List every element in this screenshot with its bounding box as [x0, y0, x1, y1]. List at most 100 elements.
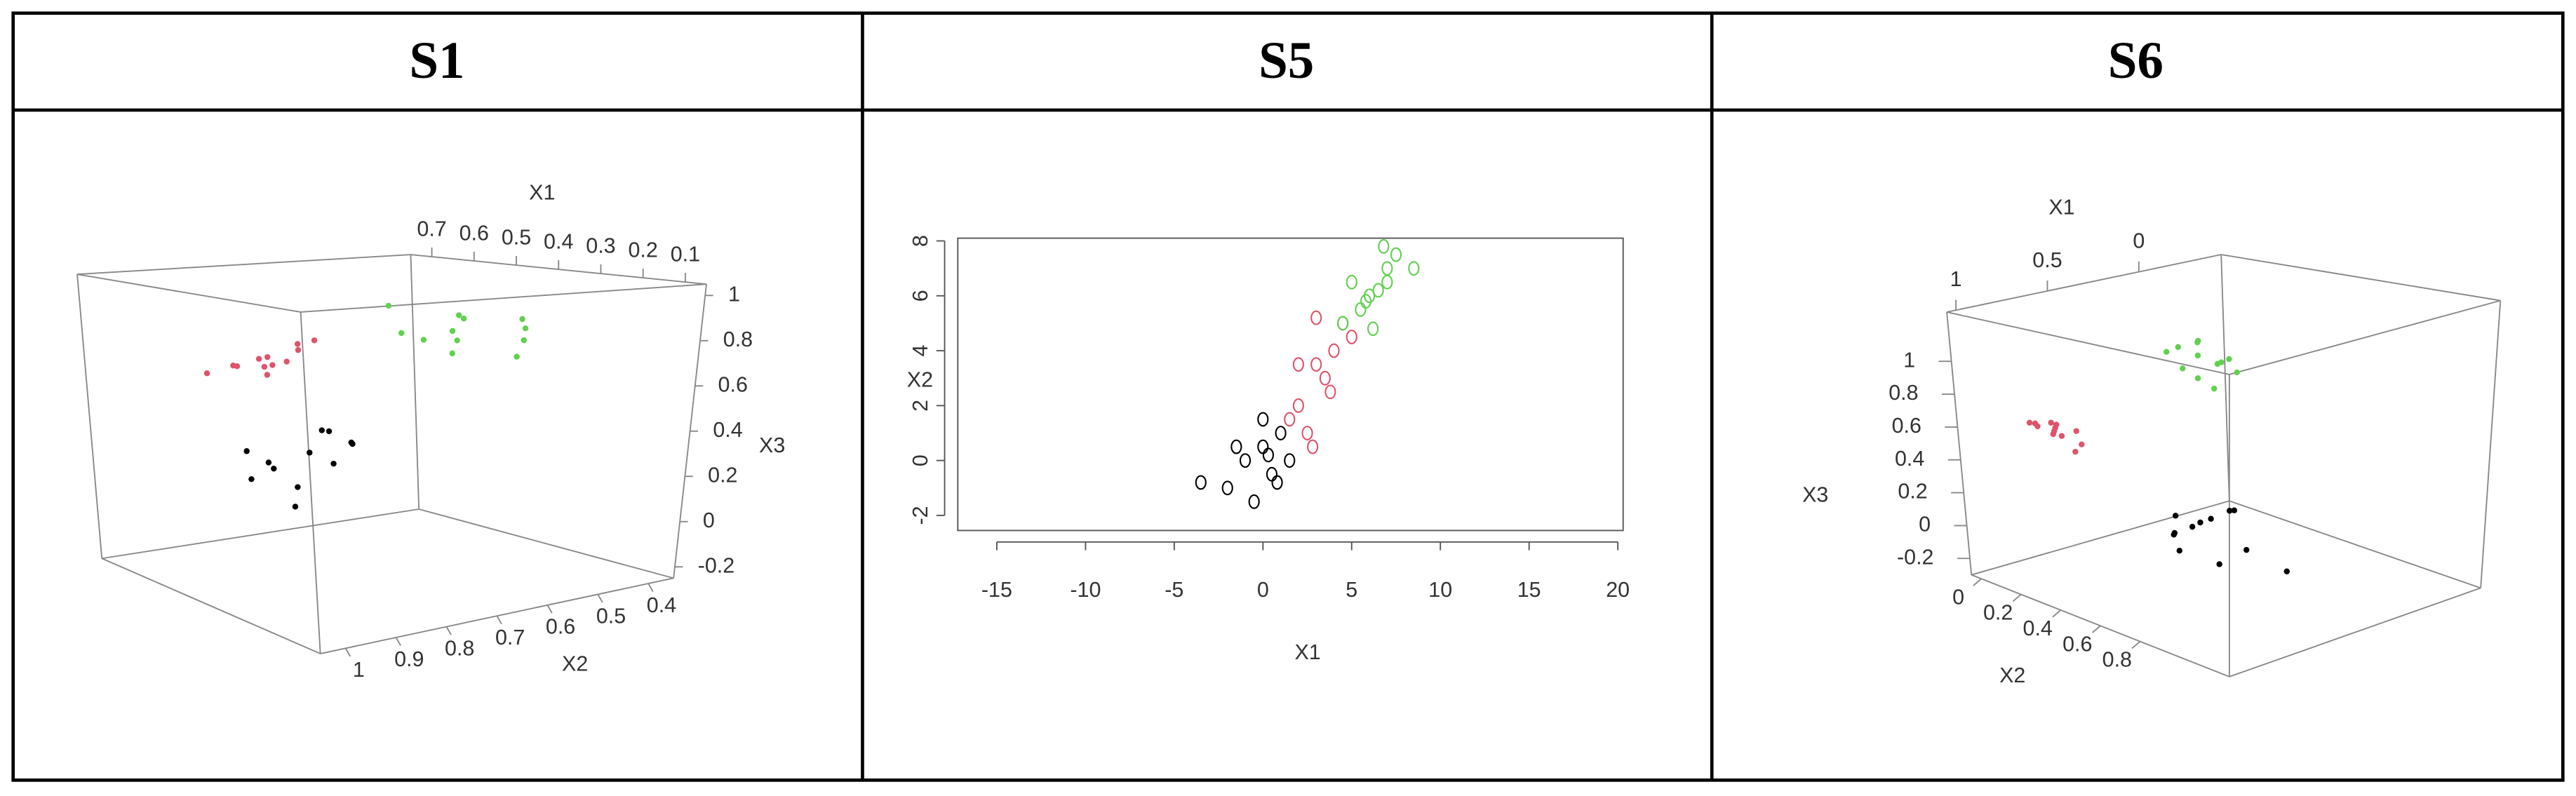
point [2172, 513, 2179, 519]
tick-label: 0.7 [417, 217, 446, 241]
axis-title: X2 [562, 652, 588, 676]
x-tick-label: -5 [1165, 578, 1183, 602]
column-header: S5 [1259, 32, 1314, 90]
point [2194, 375, 2201, 382]
tick-label: 1 [1903, 348, 1915, 372]
point [420, 337, 427, 343]
point [2073, 428, 2079, 434]
plot-box [957, 237, 1624, 532]
point [1363, 288, 1376, 304]
x-tick-label: 10 [1428, 578, 1452, 602]
tick-label: 0.2 [1898, 480, 1927, 504]
point [1355, 302, 1367, 317]
tick-mark [445, 626, 452, 635]
point [230, 363, 236, 369]
point [385, 302, 391, 309]
point [283, 358, 290, 365]
point [1284, 453, 1296, 468]
point [454, 337, 460, 344]
tick-mark [2052, 609, 2062, 618]
box-edge [2221, 254, 2501, 302]
point [311, 337, 318, 344]
axis-title: X1 [2048, 195, 2074, 219]
point [330, 460, 337, 467]
box-edge [2229, 587, 2481, 677]
point [295, 346, 302, 353]
point [2176, 547, 2183, 554]
tick-label: -0.2 [698, 553, 734, 577]
point [1319, 370, 1331, 386]
point [1346, 330, 1357, 344]
point [1266, 466, 1278, 482]
point [2180, 365, 2186, 372]
axis-title: X1 [529, 180, 555, 204]
point [255, 356, 262, 362]
box-edge [76, 274, 103, 559]
tick-label: 0.7 [495, 626, 525, 649]
point [2197, 519, 2203, 526]
point [243, 448, 250, 454]
point [349, 440, 356, 447]
point [318, 427, 325, 433]
point [2164, 349, 2170, 355]
tick-label: 0.2 [629, 238, 658, 262]
point [2048, 419, 2054, 426]
box-edge [77, 254, 411, 276]
point [265, 459, 272, 466]
tick-mark [2091, 625, 2101, 633]
point [271, 465, 277, 472]
point [1262, 447, 1274, 463]
tick-label: 0.4 [713, 418, 742, 442]
axis-title: X2 [907, 367, 933, 391]
point [2194, 352, 2201, 359]
column-header: S6 [2108, 32, 2164, 90]
tick-label: 0.4 [2023, 616, 2053, 640]
box-edge [1946, 254, 2222, 313]
point [264, 353, 271, 360]
point [203, 370, 210, 377]
tick-label: 0 [2133, 229, 2145, 252]
x-tick-label: 0 [1257, 578, 1269, 602]
point [460, 315, 467, 322]
point [449, 350, 455, 357]
point [269, 362, 276, 368]
box-edge [410, 254, 420, 510]
x-tick-label: -15 [981, 578, 1012, 602]
tick-label: 0.8 [1889, 381, 1918, 405]
point [1301, 426, 1313, 440]
point [1257, 412, 1269, 427]
tick-mark [496, 615, 502, 625]
box-edge [2480, 300, 2502, 588]
point [292, 504, 299, 510]
tick-label: 1 [353, 658, 365, 682]
point [519, 316, 525, 323]
tick-label: 0.6 [718, 372, 748, 396]
tick-label: 0.1 [671, 243, 700, 267]
point [1310, 357, 1322, 372]
tick-mark [546, 605, 553, 614]
point [1239, 453, 1252, 468]
tick-mark [344, 647, 351, 657]
point [1248, 494, 1260, 509]
point [1284, 412, 1296, 427]
point [1390, 247, 1402, 262]
point [2053, 421, 2060, 428]
axis-title: X3 [759, 433, 785, 457]
box-edge [2229, 500, 2481, 589]
x-tick-label: -10 [1070, 578, 1101, 602]
point [307, 450, 313, 456]
point [1271, 475, 1283, 490]
point [521, 337, 527, 344]
point [2072, 448, 2079, 455]
point [1360, 294, 1372, 309]
tick-label: 0.6 [1892, 414, 1921, 438]
point [514, 353, 520, 360]
y-tick-label: 4 [908, 345, 932, 357]
point [2226, 356, 2232, 363]
point [1346, 274, 1357, 290]
y-tick-label: 6 [908, 290, 932, 302]
point [2226, 508, 2233, 514]
box-edge [300, 283, 707, 313]
